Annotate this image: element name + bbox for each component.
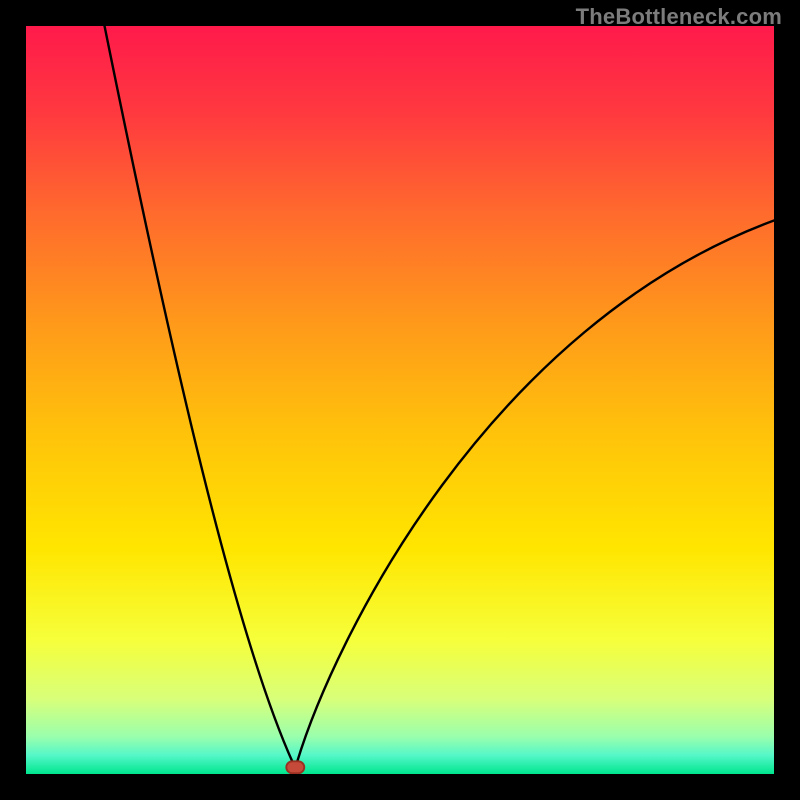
plot-area bbox=[26, 26, 774, 774]
chart-frame: TheBottleneck.com bbox=[0, 0, 800, 800]
gradient-background bbox=[26, 26, 774, 774]
plot-svg bbox=[26, 26, 774, 774]
optimal-marker bbox=[286, 761, 304, 773]
